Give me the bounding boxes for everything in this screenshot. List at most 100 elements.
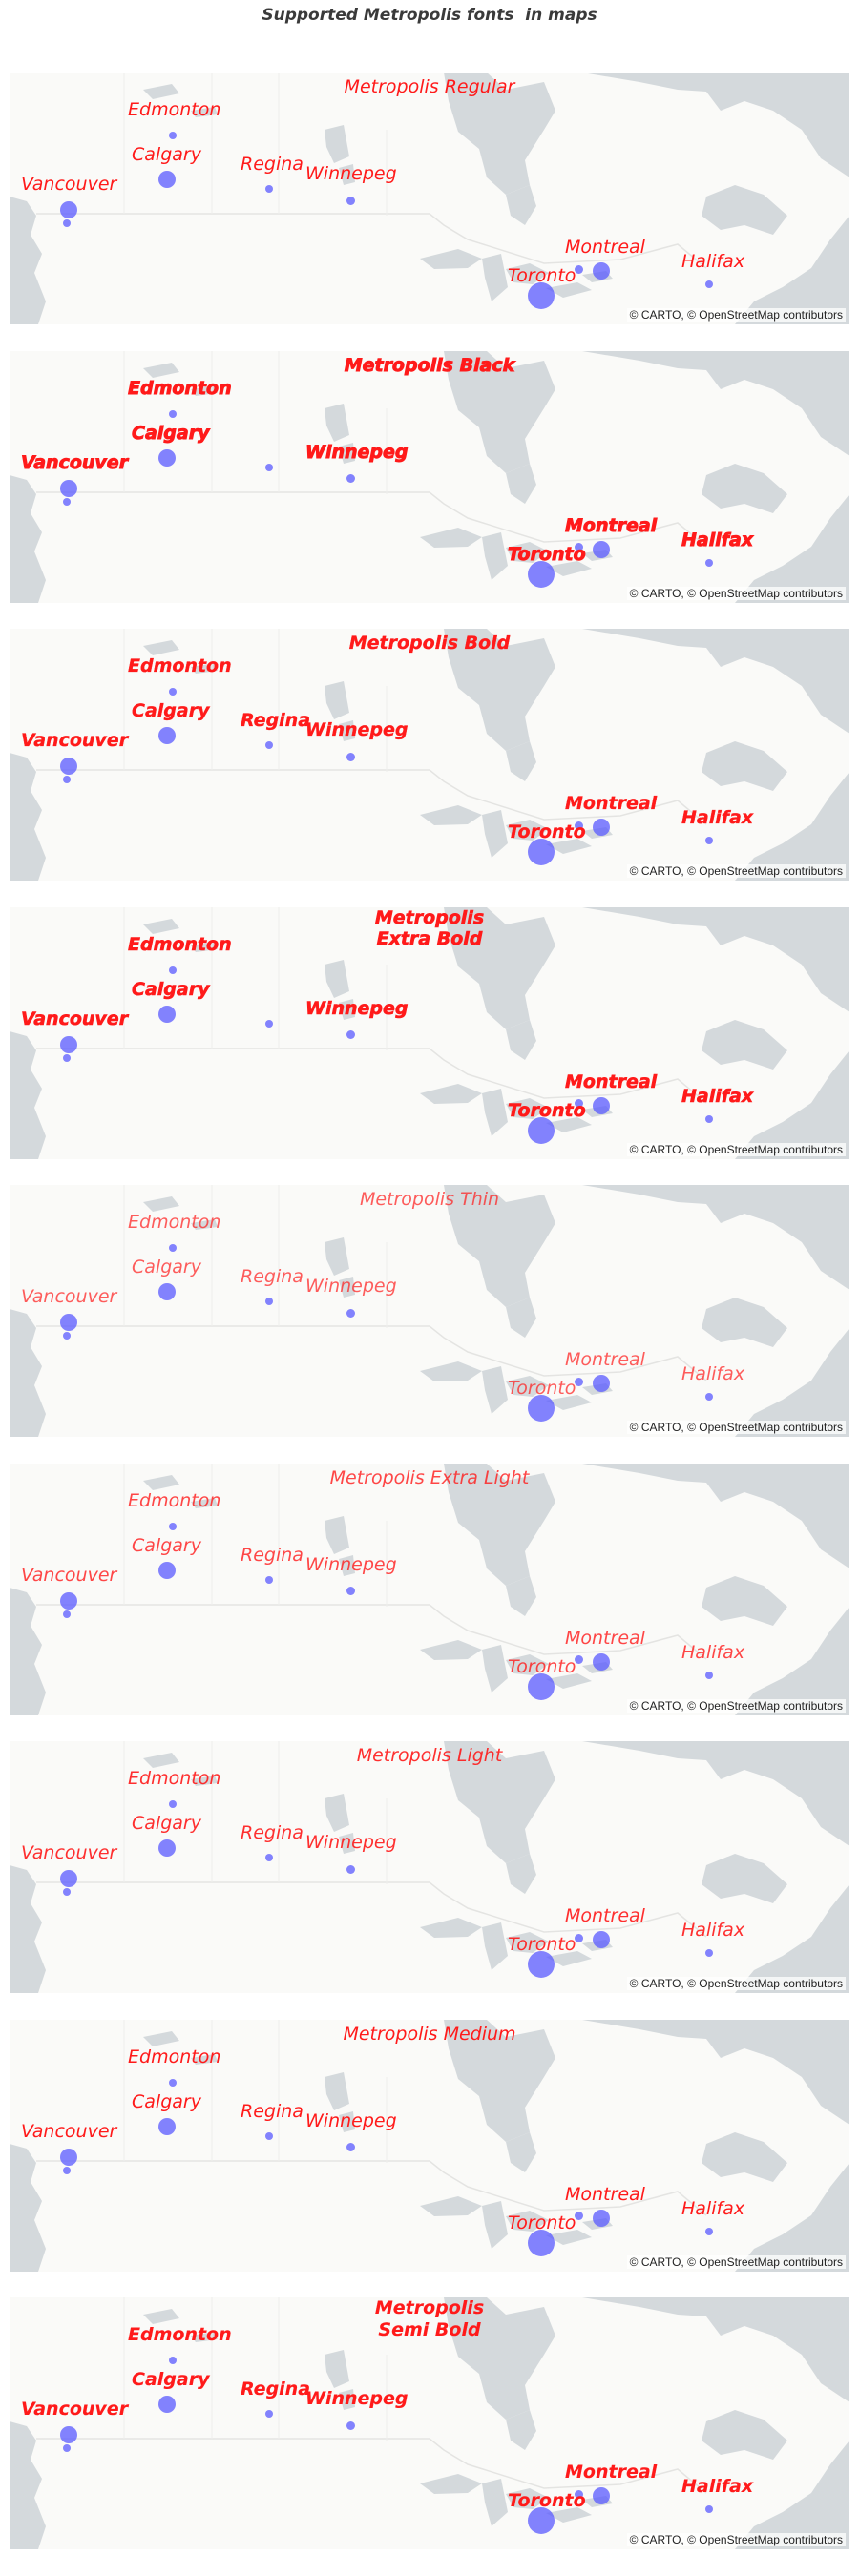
city-label-winnepeg: Winnepeg [305,719,409,740]
city-marker [265,2410,273,2418]
map-title: Metropolis Regular [344,76,515,97]
city-marker [158,171,176,188]
city-marker [574,264,583,274]
city-label-halifax: Halifax [681,1641,745,1663]
city-marker [63,1053,71,1062]
map-attribution: © CARTO, © OpenStreetMap contributors [626,586,846,600]
city-marker [169,2078,177,2087]
city-label-regina: Regina [241,1822,304,1843]
city-marker [593,1375,610,1392]
city-marker [528,1672,555,1700]
city-marker [528,1951,555,1978]
city-label-calgary: Calgary [132,144,201,165]
map-title: Metropolis Light [356,1745,503,1766]
map-panel[interactable]: Edmonton Calgary Regina Winnepeg Vancouver Mo… [10,1741,849,1993]
city-marker [528,1116,555,1144]
city-label-winnepeg: Winnepeg [305,441,409,463]
map-attribution: © CARTO, © OpenStreetMap contributors [626,864,846,878]
city-label-vancouver: Vancouver [21,1286,117,1307]
city-marker [60,479,77,497]
basemap [10,1185,849,1437]
city-marker [574,1655,583,1664]
city-marker [63,1888,71,1896]
city-label-edmonton: Edmonton [128,655,232,676]
city-label-calgary: Calgary [132,1813,201,1834]
city-marker [60,1870,77,1887]
city-marker [158,1005,176,1023]
map-title: Metropolis Bold [348,633,511,654]
city-label-toronto: Toronto [508,1934,576,1955]
city-marker [169,1244,177,1252]
city-marker [705,837,713,844]
city-label-vancouver: Vancouver [21,1842,117,1863]
city-label-vancouver: Vancouver [21,730,129,751]
map-attribution: © CARTO, © OpenStreetMap contributors [626,1977,846,1990]
city-label-regina: Regina [241,1266,304,1287]
city-label-halifax: Halifax [681,529,754,551]
city-label-toronto: Toronto [508,543,587,565]
map-panel[interactable]: Edmonton Calgary Regina Winnepeg Vancouver Mo… [10,629,849,881]
city-marker [705,558,713,567]
map-panel[interactable]: Edmonton Calgary Regina Winnepeg Vancouver Mo… [10,2297,849,2549]
city-marker [705,1949,713,1957]
city-marker [158,727,176,744]
city-marker [346,1587,355,1595]
map-panel[interactable]: Edmonton Calgary Regina Winnepeg Vancouver Mo… [10,1185,849,1437]
city-marker [265,2131,273,2140]
city-marker [346,474,355,483]
map-panel[interactable]: Edmonton Calgary Regina Winnepeg Vancouver Mo… [10,73,849,324]
city-label-montreal: Montreal [565,793,658,814]
city-marker [346,1308,355,1318]
basemap [10,906,849,1159]
city-label-montreal: Montreal [565,2462,658,2483]
basemap [10,1741,849,1993]
city-label-edmonton: Edmonton [128,933,232,955]
city-marker [63,1332,71,1340]
city-label-calgary: Calgary [132,700,210,721]
map-panel[interactable]: Edmonton Calgary Regina Winnepeg Vancouver Mo… [10,1463,849,1715]
city-marker [528,2229,555,2256]
city-marker [593,1931,610,1948]
city-marker [60,1314,77,1331]
city-label-winnepeg: Winnepeg [305,997,409,1019]
city-label-halifax: Halifax [681,2197,745,2219]
city-marker [593,2209,610,2227]
city-marker [158,448,176,467]
city-label-regina: Regina [241,1544,304,1566]
basemap [10,1463,849,1715]
map-title: Metropolis Semi Bold [374,2297,485,2340]
map-panel[interactable]: Edmonton Calgary Winnepeg Vancouver Montreal… [10,350,849,603]
city-marker [593,1096,610,1114]
city-label-calgary: Calgary [132,2369,210,2390]
city-label-calgary: Calgary [132,2090,201,2112]
city-label-montreal: Montreal [565,2183,645,2205]
city-marker [593,540,610,558]
city-marker [265,1019,273,1028]
city-marker [593,262,610,280]
city-label-calgary: Calgary [132,978,210,1000]
city-label-toronto: Toronto [508,2490,586,2511]
city-label-halifax: Halifax [681,251,745,272]
city-marker [63,219,71,227]
city-marker [60,1591,77,1610]
city-marker [169,2357,177,2364]
city-label-regina: Regina [241,2100,304,2122]
city-label-toronto: Toronto [508,1655,576,1677]
city-marker [60,1035,77,1053]
city-label-toronto: Toronto [508,821,586,842]
city-marker [169,409,177,418]
city-label-vancouver: Vancouver [21,451,129,473]
map-panel[interactable]: Edmonton Calgary Winnepeg Vancouver Montreal… [10,906,849,1159]
city-label-vancouver: Vancouver [21,174,117,195]
city-marker [593,2487,610,2504]
city-marker [265,1575,273,1584]
city-label-calgary: Calgary [132,422,210,444]
city-label-edmonton: Edmonton [128,2324,232,2345]
city-marker [169,966,177,974]
city-label-halifax: Halifax [681,2476,754,2497]
map-panel[interactable]: Edmonton Calgary Regina Winnepeg Vancouver Mo… [10,2019,849,2272]
city-marker [528,839,555,865]
city-label-regina: Regina [241,710,311,731]
city-marker [705,2505,713,2513]
city-marker [593,819,610,836]
